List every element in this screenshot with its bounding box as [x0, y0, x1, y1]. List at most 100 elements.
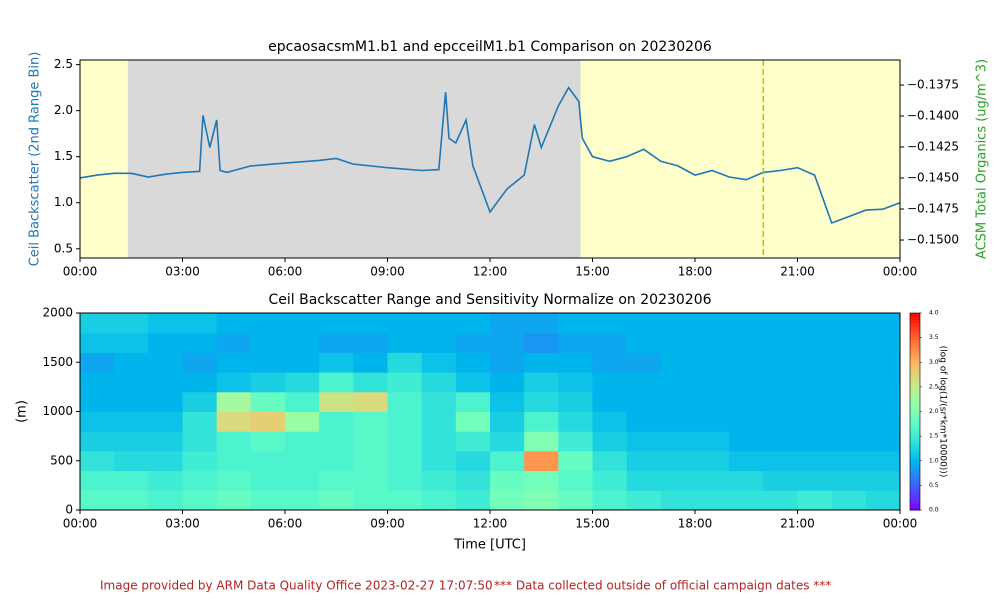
- heat-cell: [592, 431, 628, 452]
- heat-cell: [626, 470, 662, 491]
- heat-cell: [626, 372, 662, 393]
- heat-cell: [285, 411, 320, 432]
- heat-cell: [285, 470, 320, 491]
- heat-cell: [182, 431, 218, 452]
- heat-cell: [216, 470, 252, 491]
- y-tick-label: 2.0: [54, 103, 73, 117]
- heat-cell: [865, 411, 901, 432]
- heat-cell: [455, 332, 491, 353]
- heat-cell: [421, 490, 457, 511]
- heat-cell: [490, 431, 525, 452]
- heat-cell: [831, 411, 867, 432]
- colorbar-tick-label: 2.0: [929, 408, 939, 415]
- heat-cell: [285, 372, 320, 393]
- heat-cell: [455, 470, 491, 491]
- colorbar-swatch: [910, 437, 920, 442]
- heat-cell: [319, 332, 354, 353]
- heat-cell: [216, 332, 252, 353]
- y2-tick-label: −0.1375: [907, 78, 959, 92]
- heat-cell: [80, 470, 115, 491]
- heat-cell: [319, 431, 354, 452]
- heat-cell: [524, 372, 559, 393]
- heat-cell: [353, 490, 388, 511]
- y-axis-label: (m): [15, 400, 30, 423]
- heat-cell: [250, 391, 286, 412]
- colorbar-swatch: [910, 329, 920, 334]
- heat-cell: [763, 431, 798, 452]
- colorbar-tick-label: 1.0: [929, 457, 939, 464]
- colorbar-swatch: [910, 319, 920, 324]
- colorbar-swatch: [910, 421, 920, 426]
- shaded-region: [127, 60, 581, 258]
- y2-tick-label: −0.1500: [907, 233, 959, 247]
- heat-cell: [797, 372, 833, 393]
- heat-cell: [695, 372, 730, 393]
- heat-cell: [524, 332, 559, 353]
- heat-cell: [182, 470, 218, 491]
- heat-cell: [660, 313, 696, 334]
- heat-cell: [865, 431, 901, 452]
- heat-cell: [216, 450, 252, 472]
- heat-cell: [285, 431, 320, 452]
- heat-cell: [831, 313, 867, 334]
- x-tick-label: 21:00: [780, 517, 815, 531]
- heat-cell: [285, 450, 320, 472]
- x-tick-label: 00:00: [883, 517, 918, 531]
- heat-cell: [490, 352, 525, 373]
- heat-cell: [490, 411, 525, 432]
- colorbar-swatch: [910, 332, 920, 337]
- chart-title: epcaosacsmM1.b1 and epcceilM1.b1 Compari…: [268, 39, 712, 55]
- colorbar-label: (log of log(1/(sr*km*10000))): [938, 346, 948, 478]
- heat-cell: [524, 431, 559, 452]
- heat-cell: [182, 313, 218, 334]
- heat-cell: [80, 332, 115, 353]
- x-tick-label: 18:00: [678, 517, 713, 531]
- heat-cell: [455, 411, 491, 432]
- colorbar-swatch: [910, 352, 920, 357]
- heat-cell: [250, 470, 286, 491]
- heat-cell: [797, 450, 833, 472]
- colorbar-swatch: [910, 368, 920, 373]
- heat-cell: [387, 372, 423, 393]
- heat-cell: [80, 352, 115, 373]
- heat-cell: [865, 372, 901, 393]
- heat-cell: [490, 391, 525, 412]
- heat-cell: [831, 372, 867, 393]
- colorbar-swatch: [910, 444, 920, 449]
- colorbar-swatch: [910, 378, 920, 383]
- heat-cell: [626, 391, 662, 412]
- colorbar-swatch: [910, 483, 920, 488]
- heat-cell: [695, 313, 730, 334]
- colorbar-swatch: [910, 388, 920, 393]
- heat-cell: [182, 411, 218, 432]
- heat-cell: [285, 332, 320, 353]
- heat-cell: [353, 470, 388, 491]
- colorbar-swatch: [910, 477, 920, 481]
- colorbar-swatch: [910, 464, 920, 468]
- heat-cell: [80, 372, 115, 393]
- heat-cell: [729, 411, 764, 432]
- heat-cell: [524, 313, 559, 334]
- heat-cell: [558, 490, 593, 511]
- heat-cell: [524, 391, 559, 412]
- heat-cell: [592, 470, 628, 491]
- y-tick-label: 0.5: [54, 241, 73, 255]
- heat-cell: [797, 470, 833, 491]
- heat-cell: [797, 431, 833, 452]
- heat-cell: [524, 411, 559, 432]
- heat-cell: [250, 431, 286, 452]
- heat-cell: [353, 411, 388, 432]
- heat-cell: [797, 313, 833, 334]
- colorbar-tick-label: 3.0: [929, 359, 939, 366]
- x-tick-label: 09:00: [370, 517, 405, 531]
- heat-cell: [216, 352, 252, 373]
- colorbar-swatch: [910, 342, 920, 347]
- heat-cell: [865, 352, 901, 373]
- colorbar-tick-label: 1.5: [929, 433, 939, 440]
- colorbar-swatch: [910, 408, 920, 412]
- heat-cell: [421, 431, 457, 452]
- heat-cell: [182, 490, 218, 511]
- y-tick-label: 1000: [42, 404, 73, 418]
- heat-cell: [865, 391, 901, 412]
